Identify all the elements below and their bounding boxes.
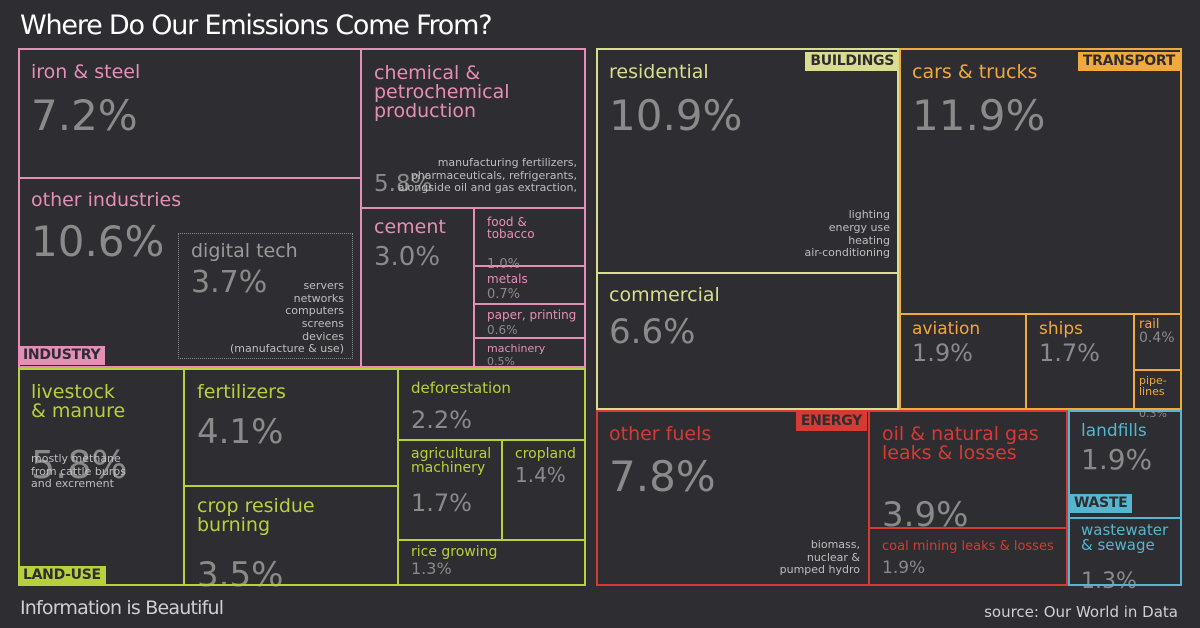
cell-value-metals: 0.7%	[487, 287, 521, 302]
cell-name-other-industries: other industries	[31, 189, 182, 211]
cell-value-rail: 0.4%	[1139, 330, 1175, 346]
cell-name-cropland: cropland	[515, 446, 576, 462]
cell-name-commercial: commercial	[609, 284, 720, 306]
cell-name-wastewater-sewage: wastewater & sewage	[1081, 521, 1169, 554]
group-label-transport: TRANSPORT	[1077, 52, 1180, 71]
cell-value-residential: 10.9%	[609, 91, 743, 140]
cell-name-aviation: aviation	[912, 319, 981, 339]
cell-value-iron-steel: 7.2%	[31, 91, 138, 140]
cell-value-food-tobacco: 1.0%	[487, 257, 521, 272]
cell-value-digital-tech: 3.7%	[191, 265, 268, 300]
cell-name-other-fuels: other fuels	[609, 423, 712, 445]
cell-value-cars-trucks: 11.9%	[912, 91, 1046, 140]
group-frame-buildings	[596, 48, 899, 410]
cell-name-fertilizers: fertilizers	[197, 381, 286, 403]
cell-name-food-tobacco: food & tobacco	[487, 215, 535, 241]
cell-value-paper-printing: 0.6%	[487, 323, 518, 337]
group-label-energy: ENERGY	[795, 412, 867, 431]
group-label-waste: WASTE	[1069, 494, 1133, 513]
cell-note-other-fuels: biomass, nuclear & pumped hydro	[779, 538, 860, 577]
cell-value-chemical-petrochemical-production: 5.8%	[374, 171, 433, 197]
cell-name-pipe-lines: pipe- lines	[1139, 374, 1167, 398]
cell-value-commercial: 6.6%	[609, 312, 696, 352]
cell-note-chemical-petrochemical-production: manufacturing fertilizers, pharmaceutica…	[397, 156, 577, 195]
cell-chemical-petrochemical-production: chemical & petrochemical production 5.8% m…	[361, 48, 586, 208]
chart-title: Where Do Our Emissions Come From?	[20, 10, 493, 41]
cell-name-oil-natural-gas-leaks-losses: oil & natural gas leaks & losses	[882, 423, 1039, 464]
cell-digital-tech: digital tech 3.7% servers networks compute…	[178, 233, 353, 359]
group-label-industry: INDUSTRY	[18, 346, 106, 365]
cell-name-coal-mining-leaks-losses: coal mining leaks & losses	[882, 539, 1054, 554]
cell-value-livestock-manure: 5.8%	[31, 443, 128, 487]
cell-value-cropland: 1.4%	[515, 463, 566, 487]
cell-name-ships: ships	[1039, 319, 1084, 339]
cell-name-chemical-petrochemical-production: chemical & petrochemical production	[374, 62, 510, 122]
cell-value-machinery: 0.5%	[487, 355, 515, 368]
cell-value-agricultural-machinery: 1.7%	[411, 489, 472, 517]
cell-name-cement: cement	[374, 216, 446, 238]
cell-livestock-manure: livestock & manure 5.8% mostly methane fro…	[18, 368, 184, 586]
cell-value-coal-mining-leaks-losses: 1.9%	[882, 558, 926, 578]
cell-value-cement: 3.0%	[374, 242, 441, 272]
cell-value-landfills: 1.9%	[1081, 443, 1153, 476]
cell-name-crop-residue-burning: crop residue burning	[197, 495, 315, 536]
cell-name-cars-trucks: cars & trucks	[912, 61, 1038, 83]
cell-name-residential: residential	[609, 61, 709, 83]
cell-note-digital-tech: servers networks computers screens devic…	[229, 279, 344, 356]
cell-name-landfills: landfills	[1081, 421, 1147, 441]
cell-name-rail: rail	[1139, 317, 1160, 332]
group-frame-transport	[899, 48, 1182, 410]
cell-value-other-industries: 10.6%	[31, 217, 165, 266]
cell-name-iron-steel: iron & steel	[31, 61, 141, 83]
cell-paper-printing: paper, printing 0.6%	[474, 304, 586, 338]
cell-cement: cement 3.0%	[361, 208, 474, 368]
cell-name-livestock-manure: livestock & manure	[31, 381, 126, 422]
cell-value-wastewater-sewage: 1.3%	[1081, 569, 1137, 594]
group-label-land-use: LAND-USE	[18, 566, 106, 585]
group-label-buildings: BUILDINGS	[805, 52, 899, 71]
cell-crop-residue-burning: crop residue burning 3.5%	[184, 486, 398, 592]
cell-name-deforestation: deforestation	[411, 379, 511, 397]
cell-name-paper-printing: paper, printing	[487, 308, 577, 322]
cell-note-residential: lighting energy use heating air-conditio…	[804, 208, 890, 260]
cell-value-ships: 1.7%	[1039, 339, 1100, 367]
source-credit: source: Our World in Data	[984, 603, 1178, 621]
cell-note-livestock-manure: mostly methane from cattle burps and exc…	[31, 452, 127, 491]
cell-value-crop-residue-burning: 3.5%	[197, 555, 284, 595]
cell-name-metals: metals	[487, 272, 528, 286]
cell-agricultural-machinery: agricultural machinery 1.7%	[398, 440, 502, 540]
cell-name-rice-growing: rice growing	[411, 544, 498, 560]
cell-value-aviation: 1.9%	[912, 339, 973, 367]
cell-name-digital-tech: digital tech	[191, 240, 298, 262]
cell-name-agricultural-machinery: agricultural machinery	[411, 446, 492, 476]
group-frame-land-use	[18, 368, 586, 586]
cell-aviation: aviation 1.9%	[899, 314, 1026, 410]
cell-value-other-fuels: 7.8%	[609, 452, 716, 501]
cell-value-pipe-lines: 0.3%	[1139, 407, 1167, 420]
brand-credit: Information is Beautiful	[20, 597, 224, 619]
cell-value-fertilizers: 4.1%	[197, 412, 284, 452]
group-frame-energy	[596, 410, 1068, 586]
group-frame-industry	[18, 48, 586, 368]
cell-value-rice-growing: 1.3%	[411, 559, 452, 578]
cell-iron-steel: iron & steel 7.2%	[18, 48, 361, 178]
cell-food-tobacco: food & tobacco 1.0%	[474, 208, 586, 271]
cell-name-machinery: machinery	[487, 342, 546, 355]
cell-value-oil-natural-gas-leaks-losses: 3.9%	[882, 495, 969, 535]
cell-value-deforestation: 2.2%	[411, 406, 472, 434]
cell-oil-natural-gas-leaks-losses: oil & natural gas leaks & losses 3.9%	[869, 410, 1068, 532]
